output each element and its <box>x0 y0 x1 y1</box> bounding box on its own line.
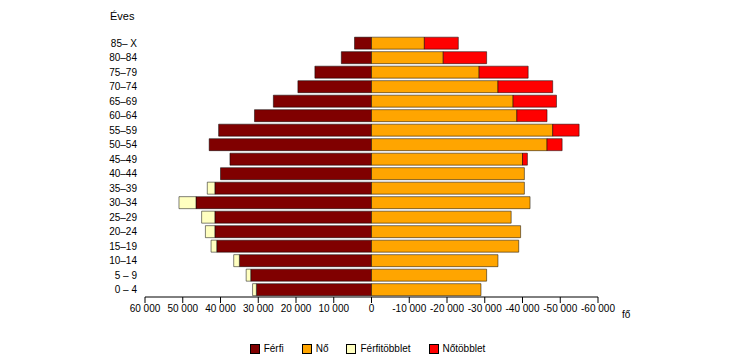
html-text:Férfitöbblet: Férfitöbblet <box>360 343 411 354</box>
html-text:fő: fő <box>622 309 631 320</box>
svg-text:30–34: 30–34 <box>109 197 137 208</box>
html-text:Nőtöbblet: Nőtöbblet <box>442 343 486 354</box>
html-text:Férfi: Férfi <box>263 343 284 354</box>
svg-text:75–79: 75–79 <box>109 67 137 78</box>
svg-text:-10 000: -10 000 <box>392 303 426 314</box>
svg-text:65–69: 65–69 <box>109 96 137 107</box>
svg-text:50–54: 50–54 <box>109 139 137 150</box>
svg-text:60–64: 60–64 <box>109 110 137 121</box>
svg-text:70–74: 70–74 <box>109 81 137 92</box>
svg-text:25–29: 25–29 <box>109 212 137 223</box>
svg-text:40 000: 40 000 <box>205 303 236 314</box>
svg-text:20–24: 20–24 <box>109 226 137 237</box>
svg-text:55–59: 55–59 <box>109 125 137 136</box>
svg-text:10–14: 10–14 <box>109 255 137 266</box>
html-text:Nő: Nő <box>315 343 329 354</box>
svg-text:-20 000: -20 000 <box>430 303 464 314</box>
svg-text:45–49: 45–49 <box>109 154 137 165</box>
svg-text:20 000: 20 000 <box>281 303 312 314</box>
svg-text:80–84: 80–84 <box>109 52 137 63</box>
svg-text:-40 000: -40 000 <box>506 303 540 314</box>
svg-text:-30 000: -30 000 <box>468 303 502 314</box>
svg-text:15–19: 15–19 <box>109 241 137 252</box>
svg-text:10 000: 10 000 <box>318 303 349 314</box>
svg-text:50 000: 50 000 <box>167 303 198 314</box>
svg-text:40–44: 40–44 <box>109 168 137 179</box>
html-text:Éves: Éves <box>110 10 135 22</box>
svg-text:5 – 9: 5 – 9 <box>115 270 138 281</box>
svg-text:-50 000: -50 000 <box>543 303 577 314</box>
svg-text:0 – 4: 0 – 4 <box>115 284 138 295</box>
svg-text:0: 0 <box>369 303 375 314</box>
svg-text:30 000: 30 000 <box>243 303 274 314</box>
svg-text:85– X: 85– X <box>111 38 137 49</box>
svg-text:-60 000: -60 000 <box>581 303 615 314</box>
svg-text:60 000: 60 000 <box>130 303 161 314</box>
svg-text:35–39: 35–39 <box>109 183 137 194</box>
